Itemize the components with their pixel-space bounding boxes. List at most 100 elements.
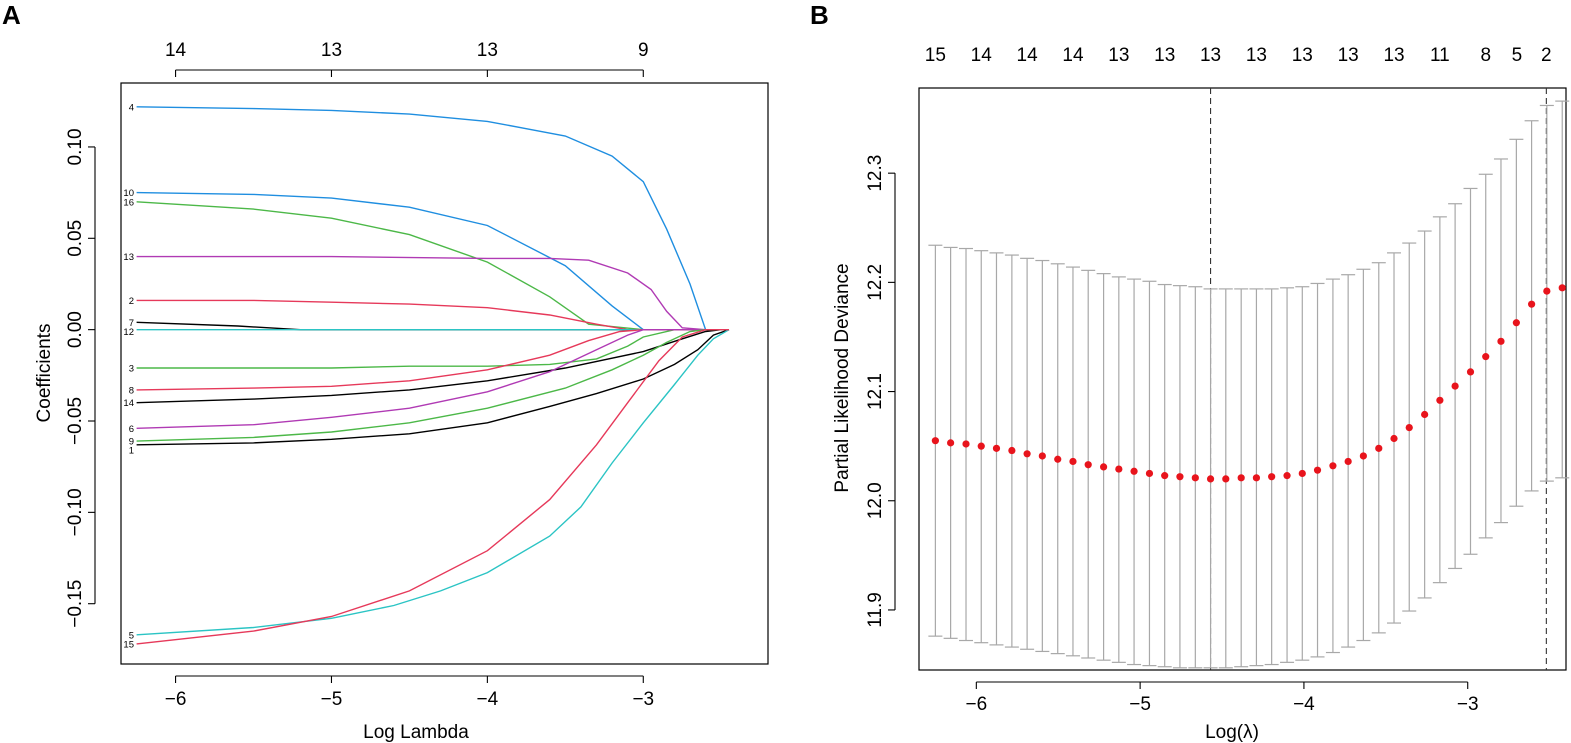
line-label-7: 7 [129, 318, 134, 329]
deviance-point [1099, 463, 1108, 471]
deviance-point [1069, 457, 1077, 466]
top-tick-label-b: 13 [1108, 45, 1129, 66]
line-label-1: 1 [129, 446, 134, 457]
x-axis-b: −6 −5 −4 −3 [965, 681, 1479, 715]
coefficient-line-15 [136, 329, 729, 645]
deviance-point [1115, 465, 1123, 473]
y-tick-label-b: 12.0 [865, 482, 886, 519]
line-label-12: 12 [123, 327, 134, 338]
x-tick-label-a: −4 [477, 689, 499, 710]
coefficient-line-10 [136, 191, 729, 331]
deviance-point [1558, 284, 1566, 292]
deviance-point [1329, 462, 1337, 470]
x-tick-label-a: −6 [165, 689, 187, 710]
deviance-point [1298, 469, 1306, 478]
coefficient-line-1 [136, 329, 730, 446]
x-tick-label-b: −6 [965, 694, 987, 715]
top-tick-label-b: 11 [1430, 45, 1450, 66]
x-tick-label-b: −4 [1293, 694, 1315, 715]
coefficient-line-7 [136, 321, 729, 331]
line-label-13: 13 [123, 252, 134, 263]
deviance-point [1206, 475, 1215, 483]
deviance-point [1283, 472, 1291, 480]
y-tick-label-b: 12.3 [865, 155, 886, 192]
x-axis-title-b: Log(λ) [1205, 722, 1259, 743]
deviance-point [947, 439, 955, 447]
top-tick-label-b: 13 [1154, 45, 1175, 66]
y-tick-label-a: 0.00 [65, 311, 86, 348]
deviance-point [1008, 446, 1016, 455]
x-axis-a: −6 −5 −4 −3 [165, 675, 654, 710]
y-axis-title-a: Coefficients [34, 324, 55, 423]
deviance-point [1237, 474, 1245, 482]
deviance-point [1176, 473, 1184, 481]
y-tick-label-a: −0.10 [65, 488, 86, 536]
coefficient-path-chart: −0.15−0.10−0.050.000.050.10 −6 −5 −4 −3 14 1… [34, 40, 769, 743]
line-label-6: 6 [129, 424, 134, 435]
y-tick-label-b: 12.2 [865, 264, 886, 301]
deviance-point [1130, 467, 1138, 475]
line-label-5: 5 [129, 630, 134, 641]
top-tick-label-b: 5 [1512, 45, 1523, 66]
coefficient-line-4 [136, 106, 729, 331]
plot-frame-a [120, 82, 769, 665]
coefficient-line-13 [136, 255, 729, 331]
panel-a-letter: A [2, 0, 21, 30]
x-tick-label-b: −5 [1129, 694, 1151, 715]
top-tick-label-b: 13 [1200, 45, 1221, 66]
top-tick-label-b: 15 [925, 45, 946, 66]
top-axis-a: 14 13 13 9 [165, 40, 649, 77]
deviance-point [1313, 466, 1322, 474]
y-axis-a: −0.15 −0.10 −0.05 0.00 0.05 0.10 [65, 128, 96, 628]
coefficient-line-6 [136, 329, 729, 429]
deviance-point [1054, 455, 1062, 463]
line-label-9: 9 [129, 437, 134, 448]
deviance-point [1268, 473, 1276, 481]
deviance-point [1436, 396, 1444, 404]
deviance-point [1482, 353, 1490, 361]
deviance-point [992, 444, 1001, 452]
top-tick-label-b: 13 [1246, 45, 1267, 66]
deviance-point [1512, 319, 1520, 327]
deviance-point [1390, 434, 1398, 443]
line-label-15: 15 [123, 639, 134, 650]
deviance-point [931, 437, 939, 445]
top-tick-label-a: 13 [321, 40, 342, 61]
y-tick-label-a: 0.05 [65, 220, 86, 257]
deviance-point [1161, 472, 1169, 480]
coefficient-line-5 [136, 329, 730, 636]
top-tick-label-a: 13 [477, 40, 498, 61]
y-tick-label-b: 12.1 [865, 373, 886, 410]
deviance-point [1375, 444, 1383, 452]
deviance-point [977, 442, 985, 450]
error-bars [928, 100, 1570, 669]
y-axis-b: 11.9 12.0 12.1 12.2 12.3 [865, 155, 896, 628]
plot-frame-b [918, 87, 1567, 671]
deviance-point [1252, 474, 1261, 482]
top-tick-label-b: 8 [1480, 45, 1491, 66]
deviance-point [1543, 287, 1551, 295]
coefficient-lines [136, 106, 730, 645]
coefficient-line-9 [136, 329, 729, 442]
deviance-point [1359, 452, 1367, 460]
top-tick-label-b: 13 [1383, 45, 1404, 66]
line-label-10: 10 [123, 188, 134, 199]
line-label-3: 3 [129, 364, 134, 375]
line-label-8: 8 [129, 385, 134, 396]
deviance-point [1451, 382, 1459, 390]
deviance-point [1084, 461, 1092, 469]
x-tick-label-a: −5 [321, 689, 343, 710]
y-axis-title-b: Partial Likelihood Deviance [832, 263, 853, 492]
y-tick-label-a: 0.10 [65, 128, 86, 165]
deviance-point [1405, 423, 1413, 432]
top-tick-label-b: 2 [1541, 45, 1552, 66]
line-label-14: 14 [123, 398, 134, 409]
deviance-point [1222, 475, 1230, 483]
top-tick-label-b: 14 [1062, 45, 1084, 66]
line-label-2: 2 [129, 296, 134, 307]
top-tick-label-b: 13 [1338, 45, 1359, 66]
top-tick-label-a: 9 [638, 40, 649, 61]
deviance-point [1038, 452, 1046, 460]
deviance-point [1466, 368, 1475, 376]
